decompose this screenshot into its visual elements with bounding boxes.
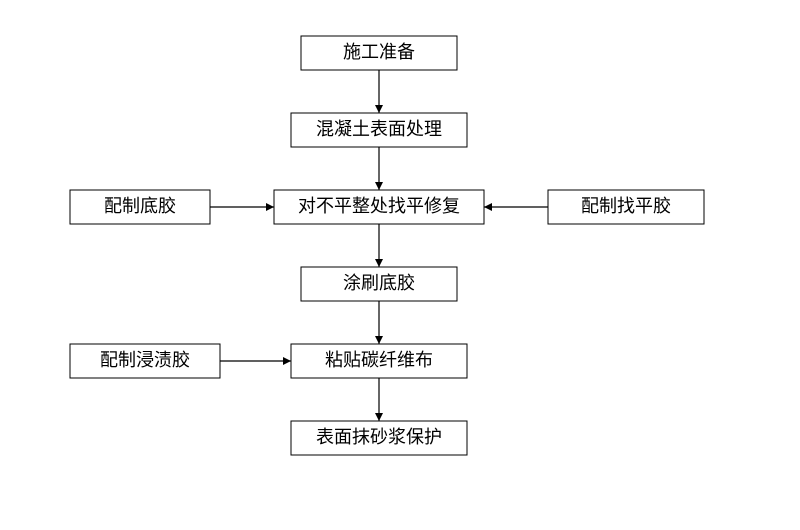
nodes-layer: 施工准备混凝土表面处理对不平整处找平修复涂刷底胶粘贴碳纤维布表面抹砂浆保护 配制底…: [70, 36, 704, 455]
flow-node: 粘贴碳纤维布: [291, 344, 467, 378]
flow-node: 混凝土表面处理: [291, 113, 467, 147]
flow-node: 施工准备: [301, 36, 457, 70]
flow-node-label: 配制底胶: [104, 196, 176, 216]
flow-node: 配制底胶: [70, 190, 210, 224]
flow-node-label: 涂刷底胶: [343, 273, 415, 293]
flow-node: 表面抹砂浆保护: [291, 421, 467, 455]
flow-node: 涂刷底胶: [301, 267, 457, 301]
flow-node-label: 配制浸渍胶: [100, 350, 190, 370]
flow-node: 配制浸渍胶: [70, 344, 220, 378]
flow-node-label: 对不平整处找平修复: [298, 196, 460, 216]
flow-node-label: 配制找平胶: [581, 196, 671, 216]
flow-node: 对不平整处找平修复: [274, 190, 484, 224]
flow-node-label: 施工准备: [343, 42, 415, 62]
flow-node-label: 表面抹砂浆保护: [316, 427, 442, 447]
flowchart-canvas: 施工准备混凝土表面处理对不平整处找平修复涂刷底胶粘贴碳纤维布表面抹砂浆保护 配制底…: [0, 0, 800, 530]
flow-node-label: 混凝土表面处理: [316, 119, 442, 139]
flow-node-label: 粘贴碳纤维布: [325, 350, 433, 370]
flow-node: 配制找平胶: [548, 190, 704, 224]
